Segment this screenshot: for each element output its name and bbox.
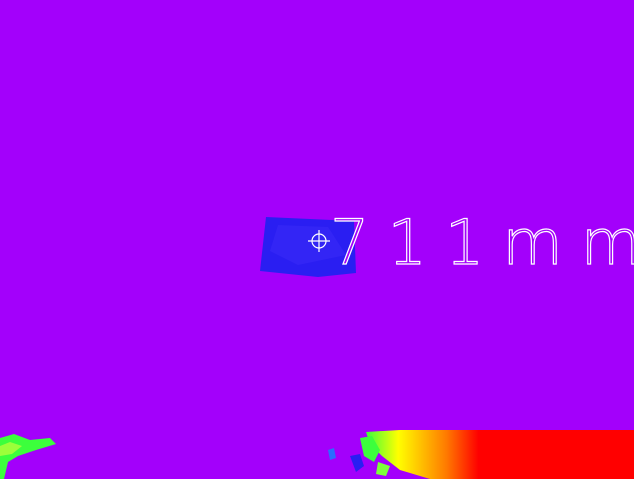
crosshair-icon — [308, 230, 330, 252]
distance-unit: mm — [502, 206, 634, 279]
depth-blob-left — [0, 434, 56, 479]
distance-value: 711 — [329, 206, 503, 279]
distance-readout: 711mm — [329, 206, 634, 279]
measured-object-patch — [260, 217, 356, 277]
depth-blob-right — [328, 430, 634, 479]
